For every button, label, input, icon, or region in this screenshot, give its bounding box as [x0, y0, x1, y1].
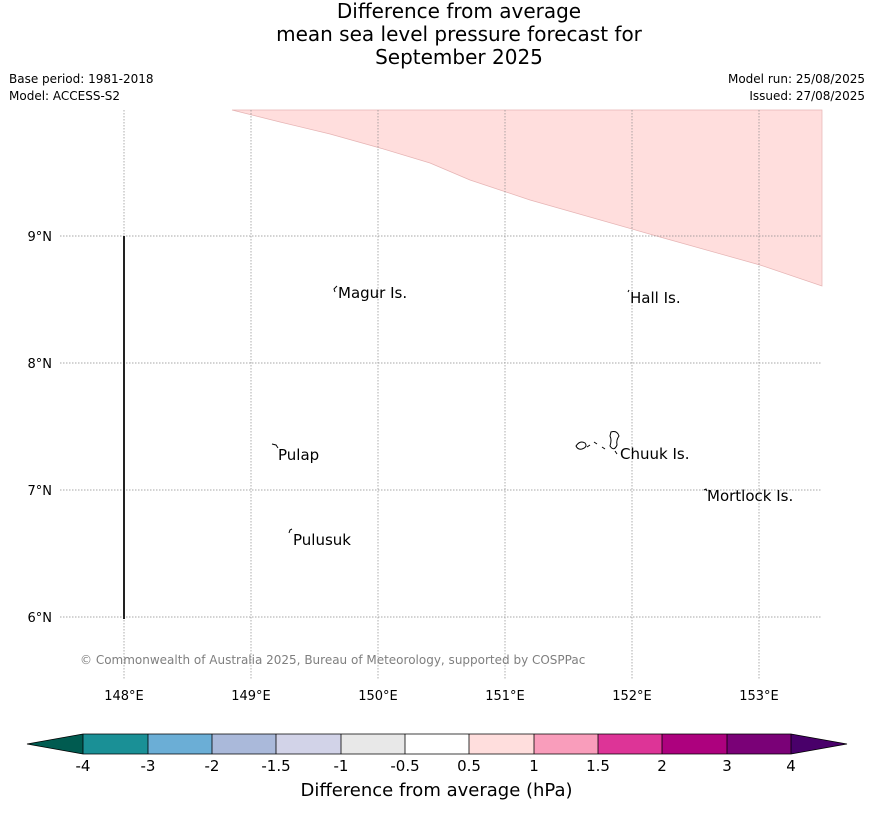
metadata-right: Model run: 25/08/2025 Issued: 27/08/2025	[728, 71, 865, 105]
place-label-mortlock: Mortlock Is.	[707, 487, 793, 505]
place-label-magur: Magur Is.	[338, 284, 407, 302]
model-text: Model: ACCESS-S2	[9, 89, 121, 103]
lon-label-150e: 150°E	[358, 689, 398, 704]
title-line-1: Difference from average	[336, 0, 582, 23]
colorbar-tick-9: 1.5	[586, 757, 610, 775]
copyright-notice: © Commonwealth of Australia 2025, Bureau…	[80, 653, 586, 667]
colorbar: -4 -3 -2 -1.5 -1 -0.5 0.5 1 1.5 2 3 4	[26, 733, 848, 775]
colorbar-label: Difference from average (hPa)	[300, 780, 573, 801]
chart-title: Difference from average mean sea level p…	[0, 0, 873, 69]
colorbar-bin-10	[662, 734, 727, 754]
base-period-text: Base period: 1981-2018	[9, 72, 154, 86]
metadata-left: Base period: 1981-2018 Model: ACCESS-S2	[9, 71, 154, 105]
colorbar-bin-7	[469, 734, 534, 754]
lat-label-8n: 8°N	[28, 357, 53, 372]
lat-label-7n: 7°N	[28, 484, 53, 499]
colorbar-bin-5	[341, 734, 405, 754]
colorbar-tick-11: 3	[722, 757, 732, 775]
island-pulusuk	[288, 528, 293, 534]
title-line-3: September 2025	[375, 45, 543, 69]
lat-label-6n: 6°N	[28, 611, 53, 626]
island-mortlock	[703, 488, 708, 492]
colorbar-tick-10: 2	[657, 757, 667, 775]
colorbar-tick-2: -3	[141, 757, 156, 775]
colorbar-tick-1: -4	[76, 757, 91, 775]
colorbar-bin-4	[276, 734, 341, 754]
colorbar-bin-11	[727, 734, 791, 754]
colorbar-bin-2	[148, 734, 212, 754]
colorbar-tick-5: -1	[334, 757, 349, 775]
colorbar-bin-3	[212, 734, 276, 754]
model-run-text: Model run: 25/08/2025	[727, 72, 865, 86]
colorbar-tick-8: 1	[529, 757, 539, 775]
lat-label-9n: 9°N	[28, 230, 53, 245]
colorbar-bin-1	[83, 734, 148, 754]
colorbar-extend-low	[27, 734, 83, 754]
colorbar-bin-8	[534, 734, 598, 754]
anomaly-region-0.5-1	[231, 109, 823, 287]
colorbar-tick-4: -1.5	[261, 757, 290, 775]
lon-label-148e: 148°E	[104, 689, 144, 704]
colorbar-extend-high	[791, 734, 847, 754]
issued-text: Issued: 27/08/2025	[749, 89, 865, 103]
place-label-pulap: Pulap	[278, 446, 319, 464]
lon-label-151e: 151°E	[485, 689, 525, 704]
place-label-chuuk: Chuuk Is.	[620, 445, 689, 463]
colorbar-tick-12: 4	[786, 757, 796, 775]
title-line-2: mean sea level pressure forecast for	[276, 22, 642, 46]
place-label-hall: Hall Is.	[630, 289, 681, 307]
lon-label-149e: 149°E	[231, 689, 271, 704]
island-magur	[333, 285, 338, 293]
colorbar-tick-6: -0.5	[390, 757, 419, 775]
colorbar-tick-3: -2	[205, 757, 220, 775]
lon-label-153e: 153°E	[739, 689, 779, 704]
colorbar-bin-9	[598, 734, 662, 754]
place-label-pulusuk: Pulusuk	[293, 531, 351, 549]
island-hall	[627, 289, 630, 293]
latitude-gridlines	[60, 235, 822, 618]
lon-label-152e: 152°E	[612, 689, 652, 704]
island-outlines	[271, 285, 708, 534]
colorbar-bin-6	[405, 734, 469, 754]
island-pulap	[271, 443, 279, 449]
colorbar-tick-7: 0.5	[457, 757, 481, 775]
island-chuuk	[575, 431, 620, 455]
